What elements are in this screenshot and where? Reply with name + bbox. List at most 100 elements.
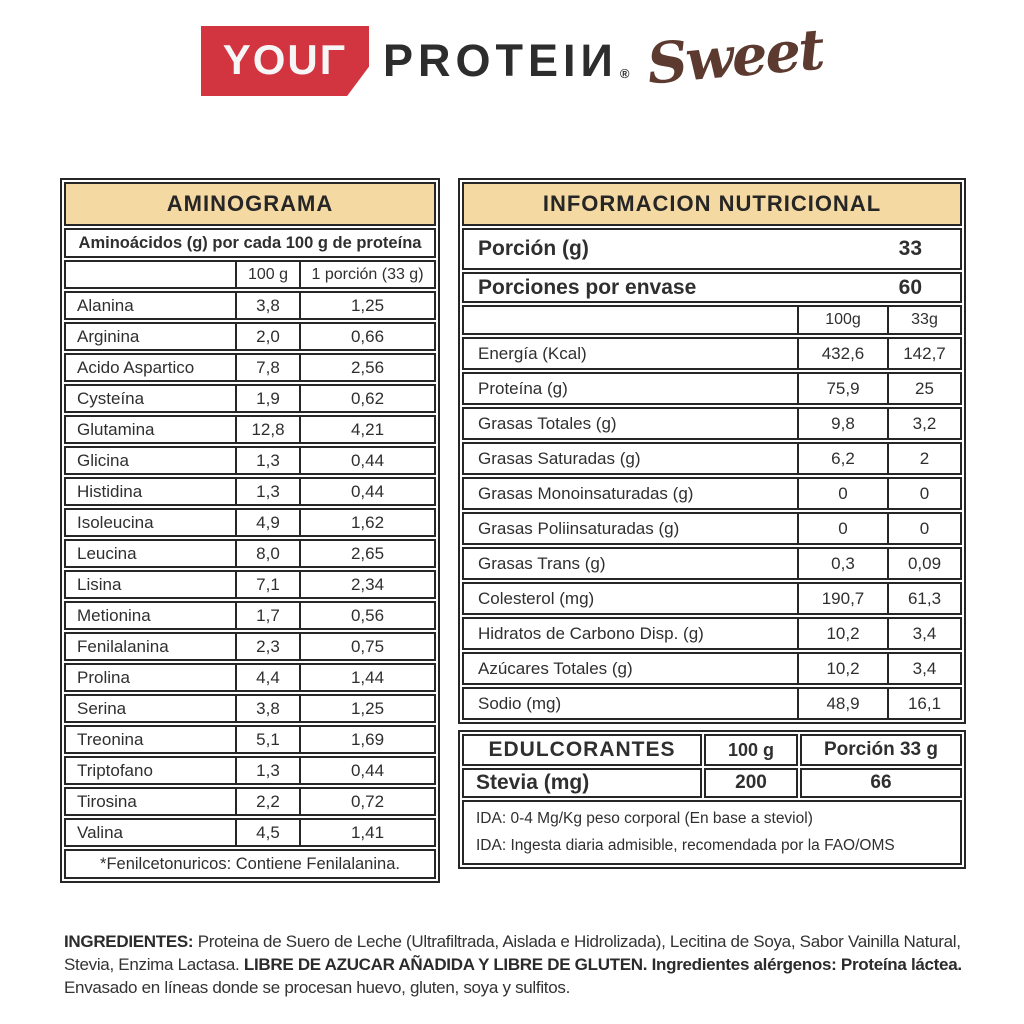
nutrient-name: Grasas Trans (g)	[478, 553, 606, 573]
amino-acid-portion: 1,62	[299, 510, 434, 535]
logo-protein-text: PROTEIИ	[383, 35, 618, 86]
servings-row: Porciones por envase 60	[462, 272, 962, 303]
aminograma-row: Histidina 1,3 0,44	[64, 477, 436, 506]
amino-acid-name: Valina	[77, 822, 123, 842]
amino-acid-name: Arginina	[77, 326, 140, 346]
amino-acid-per100: 2,3	[235, 634, 299, 659]
ingredients-label: INGREDIENTES:	[64, 932, 194, 951]
amino-acid-per100: 2,2	[235, 789, 299, 814]
amino-acid-per100: 2,0	[235, 324, 299, 349]
amino-acid-name: Prolina	[77, 667, 130, 687]
nutrition-colhead-empty	[464, 307, 797, 333]
amino-acid-portion: 2,65	[299, 541, 434, 566]
ida-note: IDA: Ingesta diaria admisible, recomenda…	[476, 837, 895, 854]
nutrition-row: Energía (Kcal) 432,6 142,7	[462, 337, 962, 370]
nutrient-per100: 75,9	[797, 374, 887, 403]
amino-acid-per100: 7,1	[235, 572, 299, 597]
nutrient-name: Energía (Kcal)	[478, 343, 587, 363]
nutrient-name: Azúcares Totales (g)	[478, 658, 633, 678]
amino-acid-per100: 4,4	[235, 665, 299, 690]
amino-acid-portion: 0,44	[299, 479, 434, 504]
amino-acid-portion: 0,75	[299, 634, 434, 659]
aminograma-row: Tirosina 2,2 0,72	[64, 787, 436, 816]
amino-acid-per100: 12,8	[235, 417, 299, 442]
portion-row: Porción (g) 33	[462, 228, 962, 270]
amino-acid-per100: 1,3	[235, 448, 299, 473]
servings-value: 60	[898, 275, 922, 299]
sweeteners-header-row: EDULCORANTES 100 g Porción 33 g	[462, 734, 962, 766]
aminograma-title: AMINOGRAMA	[64, 182, 436, 226]
aminograma-row: Valina 4,5 1,41	[64, 818, 436, 847]
amino-acid-name: Glutamina	[77, 419, 155, 439]
nutrient-per100: 0,3	[797, 549, 887, 578]
amino-acid-name: Isoleucina	[77, 512, 154, 532]
amino-acid-name: Metionina	[77, 605, 151, 625]
amino-acid-per100: 1,7	[235, 603, 299, 628]
nutrient-per33: 0	[887, 514, 960, 543]
nutrition-row: Grasas Saturadas (g) 6,2 2	[462, 442, 962, 475]
amino-acid-per100: 8,0	[235, 541, 299, 566]
amino-acid-per100: 5,1	[235, 727, 299, 752]
amino-acid-per100: 7,8	[235, 355, 299, 380]
servings-label: Porciones por envase	[478, 275, 697, 299]
aminograma-row: Triptofano 1,3 0,44	[64, 756, 436, 785]
nutrition-colhead-100g: 100g	[797, 307, 887, 333]
aminograma-row: Metionina 1,7 0,56	[64, 601, 436, 630]
aminograma-row: Glutamina 12,8 4,21	[64, 415, 436, 444]
nutrient-per33: 3,4	[887, 654, 960, 683]
amino-acid-portion: 1,25	[299, 696, 434, 721]
aminograma-colhead-empty	[66, 262, 235, 287]
nutrient-per33: 2	[887, 444, 960, 473]
ingredients-paragraph: INGREDIENTES: Proteina de Suero de Leche…	[64, 930, 980, 999]
amino-acid-portion: 1,69	[299, 727, 434, 752]
aminograma-row: Prolina 4,4 1,44	[64, 663, 436, 692]
nutrient-per33: 0,09	[887, 549, 960, 578]
sweetener-name: Stevia (mg)	[462, 768, 702, 798]
amino-acid-portion: 1,44	[299, 665, 434, 690]
amino-acid-name: Leucina	[77, 543, 137, 563]
amino-acid-per100: 3,8	[235, 696, 299, 721]
amino-acid-name: Histidina	[77, 481, 143, 501]
amino-acid-portion: 0,56	[299, 603, 434, 628]
nutrient-per33: 142,7	[887, 339, 960, 368]
nutrition-row: Grasas Poliinsaturadas (g) 0 0	[462, 512, 962, 545]
logo-sweet-script: Sweet	[644, 16, 826, 98]
aminograma-subtitle: Aminoácidos (g) por cada 100 g de proteí…	[64, 228, 436, 258]
nutrition-row: Grasas Monoinsaturadas (g) 0 0	[462, 477, 962, 510]
ingredients-text-1: Proteina de Suero de Leche (Ultrafiltrad…	[64, 932, 961, 974]
amino-acid-name: Serina	[77, 698, 127, 718]
nutrient-per100: 10,2	[797, 654, 887, 683]
sweeteners-table: EDULCORANTES 100 g Porción 33 g Stevia (…	[458, 730, 966, 869]
logo-your-badge: YOUΓ	[200, 26, 369, 96]
aminograma-colhead-portion: 1 porción (33 g)	[299, 262, 434, 287]
sweeteners-notes: IDA: 0-4 Mg/Kg peso corporal (En base a …	[462, 800, 962, 865]
nutrition-table: INFORMACION NUTRICIONAL Porción (g) 33 P…	[458, 178, 966, 724]
aminograma-row: Serina 3,8 1,25	[64, 694, 436, 723]
logo-protein-wordmark: PROTEIИ ®	[383, 35, 629, 87]
nutrient-per100: 190,7	[797, 584, 887, 613]
amino-acid-portion: 2,34	[299, 572, 434, 597]
aminograma-row: Alanina 3,8 1,25	[64, 291, 436, 320]
nutrient-per100: 6,2	[797, 444, 887, 473]
nutrition-row: Colesterol (mg) 190,7 61,3	[462, 582, 962, 615]
nutrient-name: Grasas Monoinsaturadas (g)	[478, 483, 694, 503]
aminograma-row: Isoleucina 4,9 1,62	[64, 508, 436, 537]
nutrient-per100: 0	[797, 479, 887, 508]
nutrient-per33: 61,3	[887, 584, 960, 613]
portion-label: Porción (g)	[478, 237, 589, 260]
amino-acid-name: Treonina	[77, 729, 144, 749]
nutrient-per100: 48,9	[797, 689, 887, 718]
nutrition-row: Grasas Totales (g) 9,8 3,2	[462, 407, 962, 440]
nutrition-row: Hidratos de Carbono Disp. (g) 10,2 3,4	[462, 617, 962, 650]
amino-acid-name: Cysteína	[77, 388, 145, 408]
aminograma-rows: Alanina 3,8 1,25 Arginina 2,0 0,66 Acido…	[64, 291, 436, 847]
registered-trademark-icon: ®	[619, 66, 630, 81]
aminograma-row: Lisina 7,1 2,34	[64, 570, 436, 599]
amino-acid-name: Lisina	[77, 574, 122, 594]
aminograma-row: Arginina 2,0 0,66	[64, 322, 436, 351]
aminograma-row: Acido Aspartico 7,8 2,56	[64, 353, 436, 382]
amino-acid-name: Tirosina	[77, 791, 137, 811]
nutrient-per33: 3,2	[887, 409, 960, 438]
aminograma-row: Glicina 1,3 0,44	[64, 446, 436, 475]
amino-acid-name: Alanina	[77, 295, 134, 315]
